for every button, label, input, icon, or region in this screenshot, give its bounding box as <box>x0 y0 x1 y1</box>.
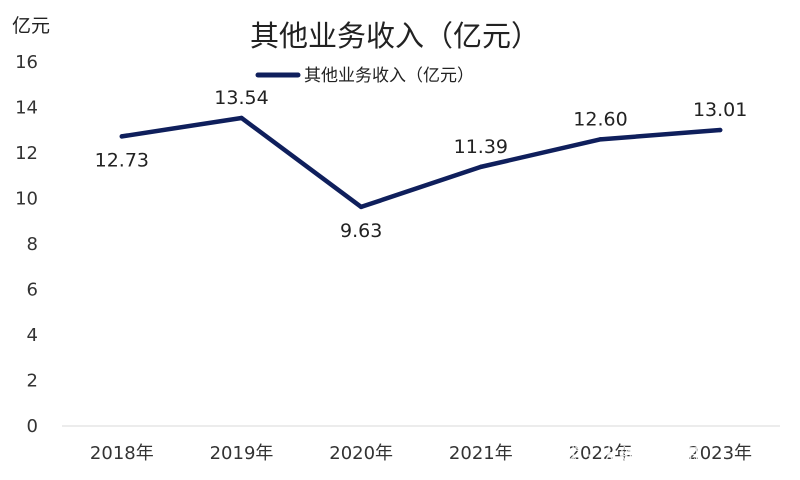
y-tick-label: 16 <box>15 52 38 73</box>
y-tick-label: 6 <box>27 280 38 301</box>
y-tick-label: 14 <box>15 98 38 119</box>
data-label: 13.54 <box>214 87 268 109</box>
legend: 其他业务收入（亿元） <box>255 66 474 86</box>
series-line <box>119 115 723 210</box>
x-axis-ticks: 2018年 2019年 2020年 2021年 2022年 2023年 <box>90 443 752 464</box>
y-tick-label: 2 <box>27 371 38 392</box>
y-tick-label: 12 <box>15 143 38 164</box>
y-axis-ticks: 0 2 4 6 8 10 12 14 16 <box>15 52 38 437</box>
data-point <box>478 164 484 170</box>
data-label: 9.63 <box>340 220 382 242</box>
data-point <box>119 134 125 139</box>
data-label: 13.01 <box>693 99 747 121</box>
y-tick-label: 0 <box>27 416 38 437</box>
y-tick-label: 10 <box>15 189 38 210</box>
data-label: 11.39 <box>454 136 508 158</box>
data-point <box>239 115 244 121</box>
data-point <box>598 137 603 142</box>
x-tick-label: 2022年 <box>569 443 633 464</box>
series-group <box>119 115 723 210</box>
watermark-text: 雪球 · 大航海花园 <box>540 444 699 468</box>
data-label: 12.60 <box>573 108 627 130</box>
x-tick-label: 2021年 <box>449 443 513 464</box>
chart-title: 其他业务收入（亿元） <box>250 19 540 53</box>
data-point <box>717 127 723 133</box>
x-tick-label: 2019年 <box>210 443 274 464</box>
x-tick-label: 2018年 <box>90 443 154 464</box>
y-axis-unit-label: 亿元 <box>12 15 50 37</box>
data-labels: 12.73 13.54 9.63 11.39 12.60 13.01 <box>95 87 748 242</box>
watermark: 雪球 · 大航海花园 <box>540 444 699 468</box>
y-tick-label: 4 <box>27 325 38 346</box>
legend-label: 其他业务收入（亿元） <box>304 66 474 86</box>
x-tick-label: 2023年 <box>688 443 752 464</box>
x-tick-label: 2020年 <box>329 443 393 464</box>
data-point <box>358 204 364 210</box>
y-tick-label: 8 <box>27 234 38 255</box>
data-label: 12.73 <box>95 149 149 171</box>
